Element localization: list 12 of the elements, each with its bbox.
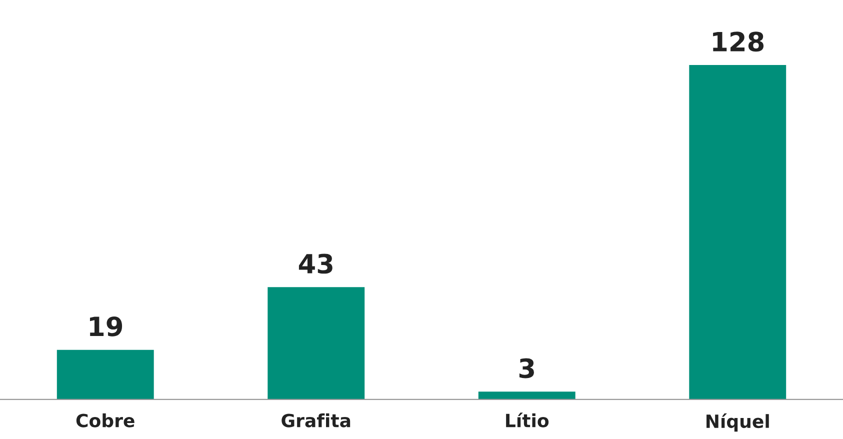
data-label: 19 bbox=[90, 316, 122, 336]
x-tick-label: Grafita bbox=[282, 413, 350, 428]
bar bbox=[268, 287, 365, 400]
data-label: 43 bbox=[298, 254, 332, 274]
data-label: 128 bbox=[713, 32, 764, 52]
data-label: 3 bbox=[519, 358, 534, 378]
x-tick-label: Cobre bbox=[76, 413, 134, 428]
x-tick-label: Níquel bbox=[706, 413, 769, 432]
x-tick-label: Lítio bbox=[506, 412, 549, 428]
bar bbox=[56, 350, 154, 400]
bar bbox=[478, 392, 576, 400]
bar bbox=[689, 65, 786, 400]
